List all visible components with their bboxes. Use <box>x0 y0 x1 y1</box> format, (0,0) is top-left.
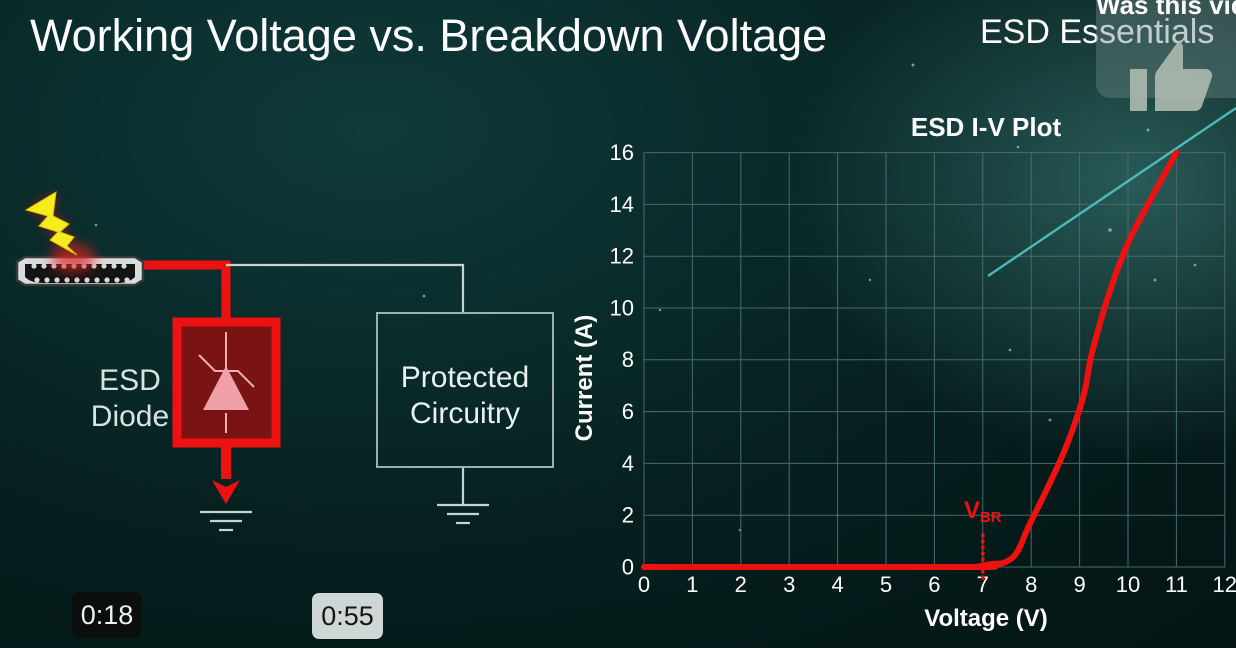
svg-text:14: 14 <box>610 192 634 217</box>
svg-text:9: 9 <box>1073 572 1085 597</box>
svg-text:Current (A): Current (A) <box>571 315 598 442</box>
svg-text:6: 6 <box>622 399 634 424</box>
svg-text:5: 5 <box>880 572 892 597</box>
svg-text:8: 8 <box>622 347 634 372</box>
svg-text:2: 2 <box>622 503 634 528</box>
svg-text:ESD I-V Plot: ESD I-V Plot <box>911 112 1062 142</box>
svg-text:ESD: ESD <box>99 364 161 397</box>
svg-text:12: 12 <box>610 244 634 269</box>
svg-text:10: 10 <box>1116 572 1140 597</box>
svg-text:4: 4 <box>831 572 843 597</box>
svg-text:8: 8 <box>1025 572 1037 597</box>
svg-text:Protected: Protected <box>401 361 529 394</box>
svg-text:10: 10 <box>610 295 634 320</box>
svg-text:16: 16 <box>610 140 634 165</box>
svg-text:Diode: Diode <box>91 400 169 433</box>
svg-text:0: 0 <box>622 554 634 579</box>
svg-text:6: 6 <box>928 572 940 597</box>
svg-text:Voltage (V): Voltage (V) <box>924 605 1048 632</box>
svg-text:Circuitry: Circuitry <box>410 397 520 430</box>
svg-text:2: 2 <box>735 572 747 597</box>
svg-text:12: 12 <box>1213 572 1236 597</box>
svg-text:4: 4 <box>622 451 634 476</box>
svg-text:1: 1 <box>686 572 698 597</box>
svg-text:0: 0 <box>638 572 650 597</box>
svg-text:3: 3 <box>783 572 795 597</box>
svg-text:11: 11 <box>1165 572 1188 597</box>
